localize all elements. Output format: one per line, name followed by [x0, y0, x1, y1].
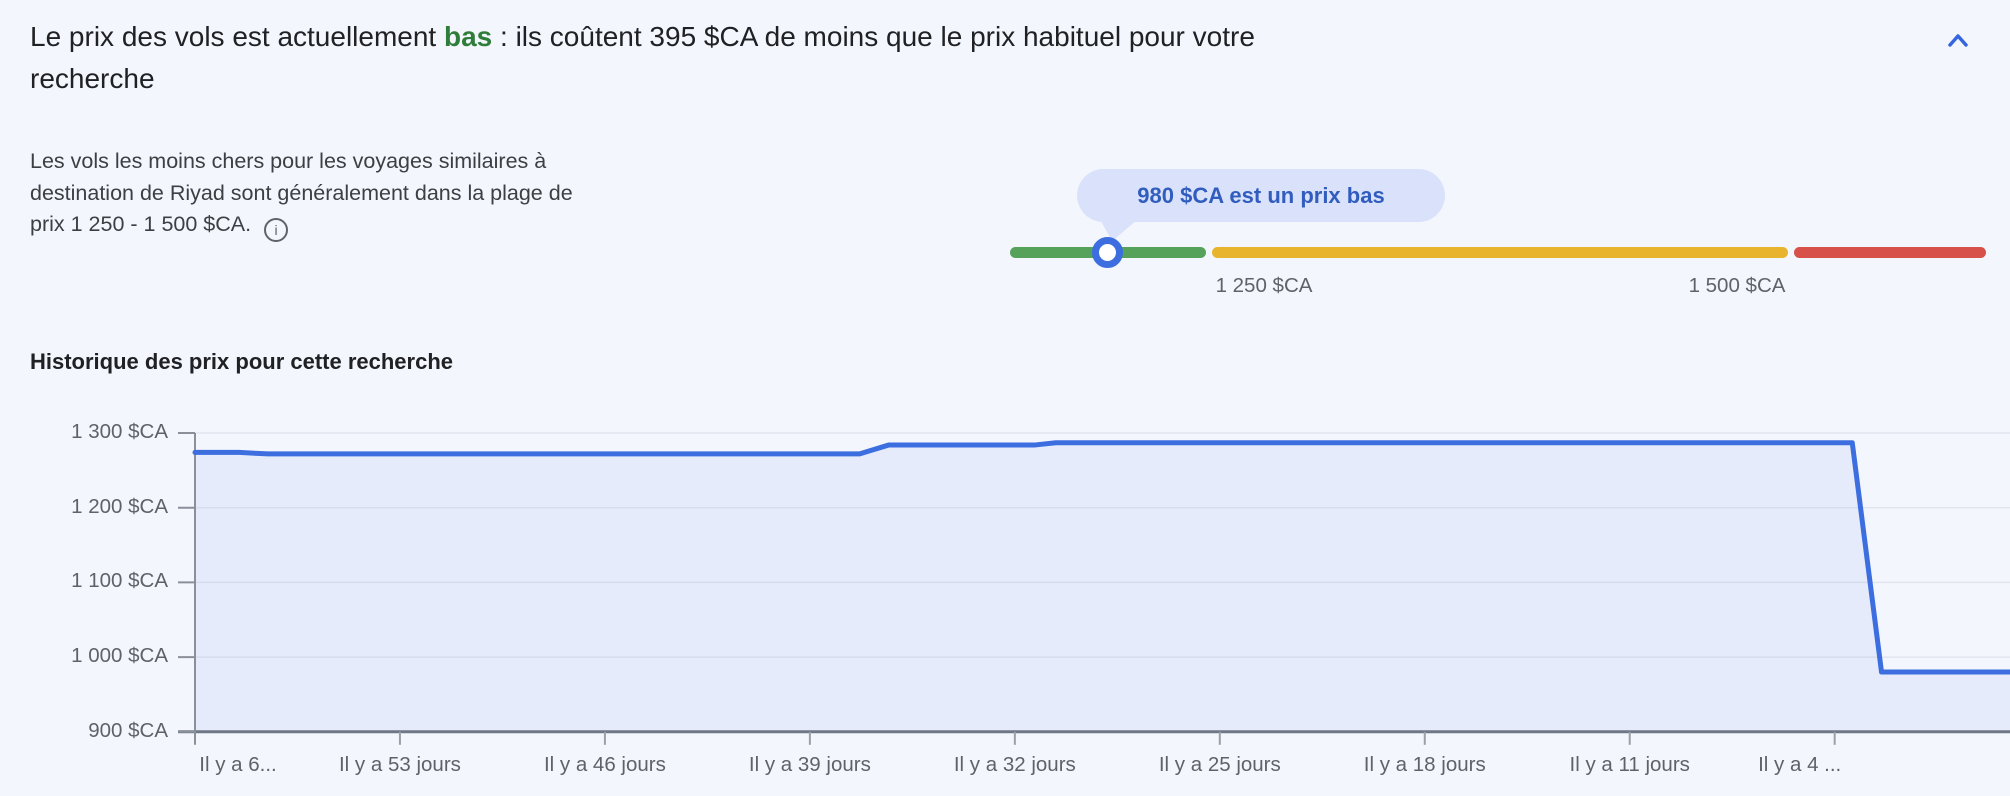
x-axis-label: Il y a 11 jours — [1569, 753, 1690, 776]
gauge-low-boundary-label: 1 250 $CA — [1215, 274, 1313, 297]
info-icon[interactable]: i — [264, 218, 289, 242]
x-axis-label: Il y a 6... — [199, 753, 277, 776]
x-axis-label: Il y a 53 jours — [338, 753, 461, 776]
desc-line2: destination de Riyad sont généralement d… — [30, 180, 573, 205]
y-axis-label: 1 100 $CA — [71, 569, 168, 593]
title-highlight-low: bas — [443, 21, 493, 52]
y-axis-label: 1 300 $CA — [71, 420, 168, 443]
insight-title: Le prix des vols est actuellement bas : … — [30, 16, 1910, 100]
title-suffix-line1: : ils coûtent 395 $CA de moins que le pr… — [492, 21, 1255, 52]
x-axis-label: Il y a 46 jours — [543, 753, 666, 776]
gauge-high-boundary-label: 1 500 $CA — [1688, 274, 1786, 297]
x-axis-label: Il y a 4 ... — [1758, 753, 1842, 776]
title-prefix: Le prix des vols est actuellement — [30, 21, 444, 52]
price-tooltip-text: 980 $CA est un prix bas — [1137, 182, 1385, 208]
x-axis-label: Il y a 25 jours — [1158, 753, 1281, 776]
desc-line1: Les vols les moins chers pour les voyage… — [30, 149, 547, 173]
y-axis-label: 900 $CA — [88, 718, 168, 742]
history-heading: Historique des prix pour cette recherche — [30, 349, 454, 374]
gauge-segment-typical — [1212, 247, 1788, 258]
x-axis-label: Il y a 39 jours — [748, 753, 871, 776]
desc-line3: prix 1 250 - 1 500 $CA. — [30, 212, 252, 236]
chart-plot-area[interactable] — [0, 415, 2010, 796]
current-price-marker[interactable] — [1092, 237, 1123, 268]
x-axis-label: Il y a 18 jours — [1363, 753, 1486, 776]
price-range-description: Les vols les moins chers pour les voyage… — [30, 146, 670, 242]
gauge-segment-high — [1794, 247, 1986, 258]
y-axis-label: 1 200 $CA — [71, 494, 168, 518]
title-suffix-line2: recherche — [30, 63, 155, 94]
y-axis-label: 1 000 $CA — [71, 644, 168, 668]
price-history-chart: 1 300 $CA 1 200 $CA 1 100 $CA 1 000 $CA 900 … — [0, 415, 2010, 796]
chevron-up-icon — [1948, 34, 1968, 47]
collapse-button[interactable] — [1932, 14, 1984, 66]
x-axis-label: Il y a 32 jours — [953, 753, 1076, 776]
price-tooltip: 980 $CA est un prix bas — [1077, 169, 1445, 222]
